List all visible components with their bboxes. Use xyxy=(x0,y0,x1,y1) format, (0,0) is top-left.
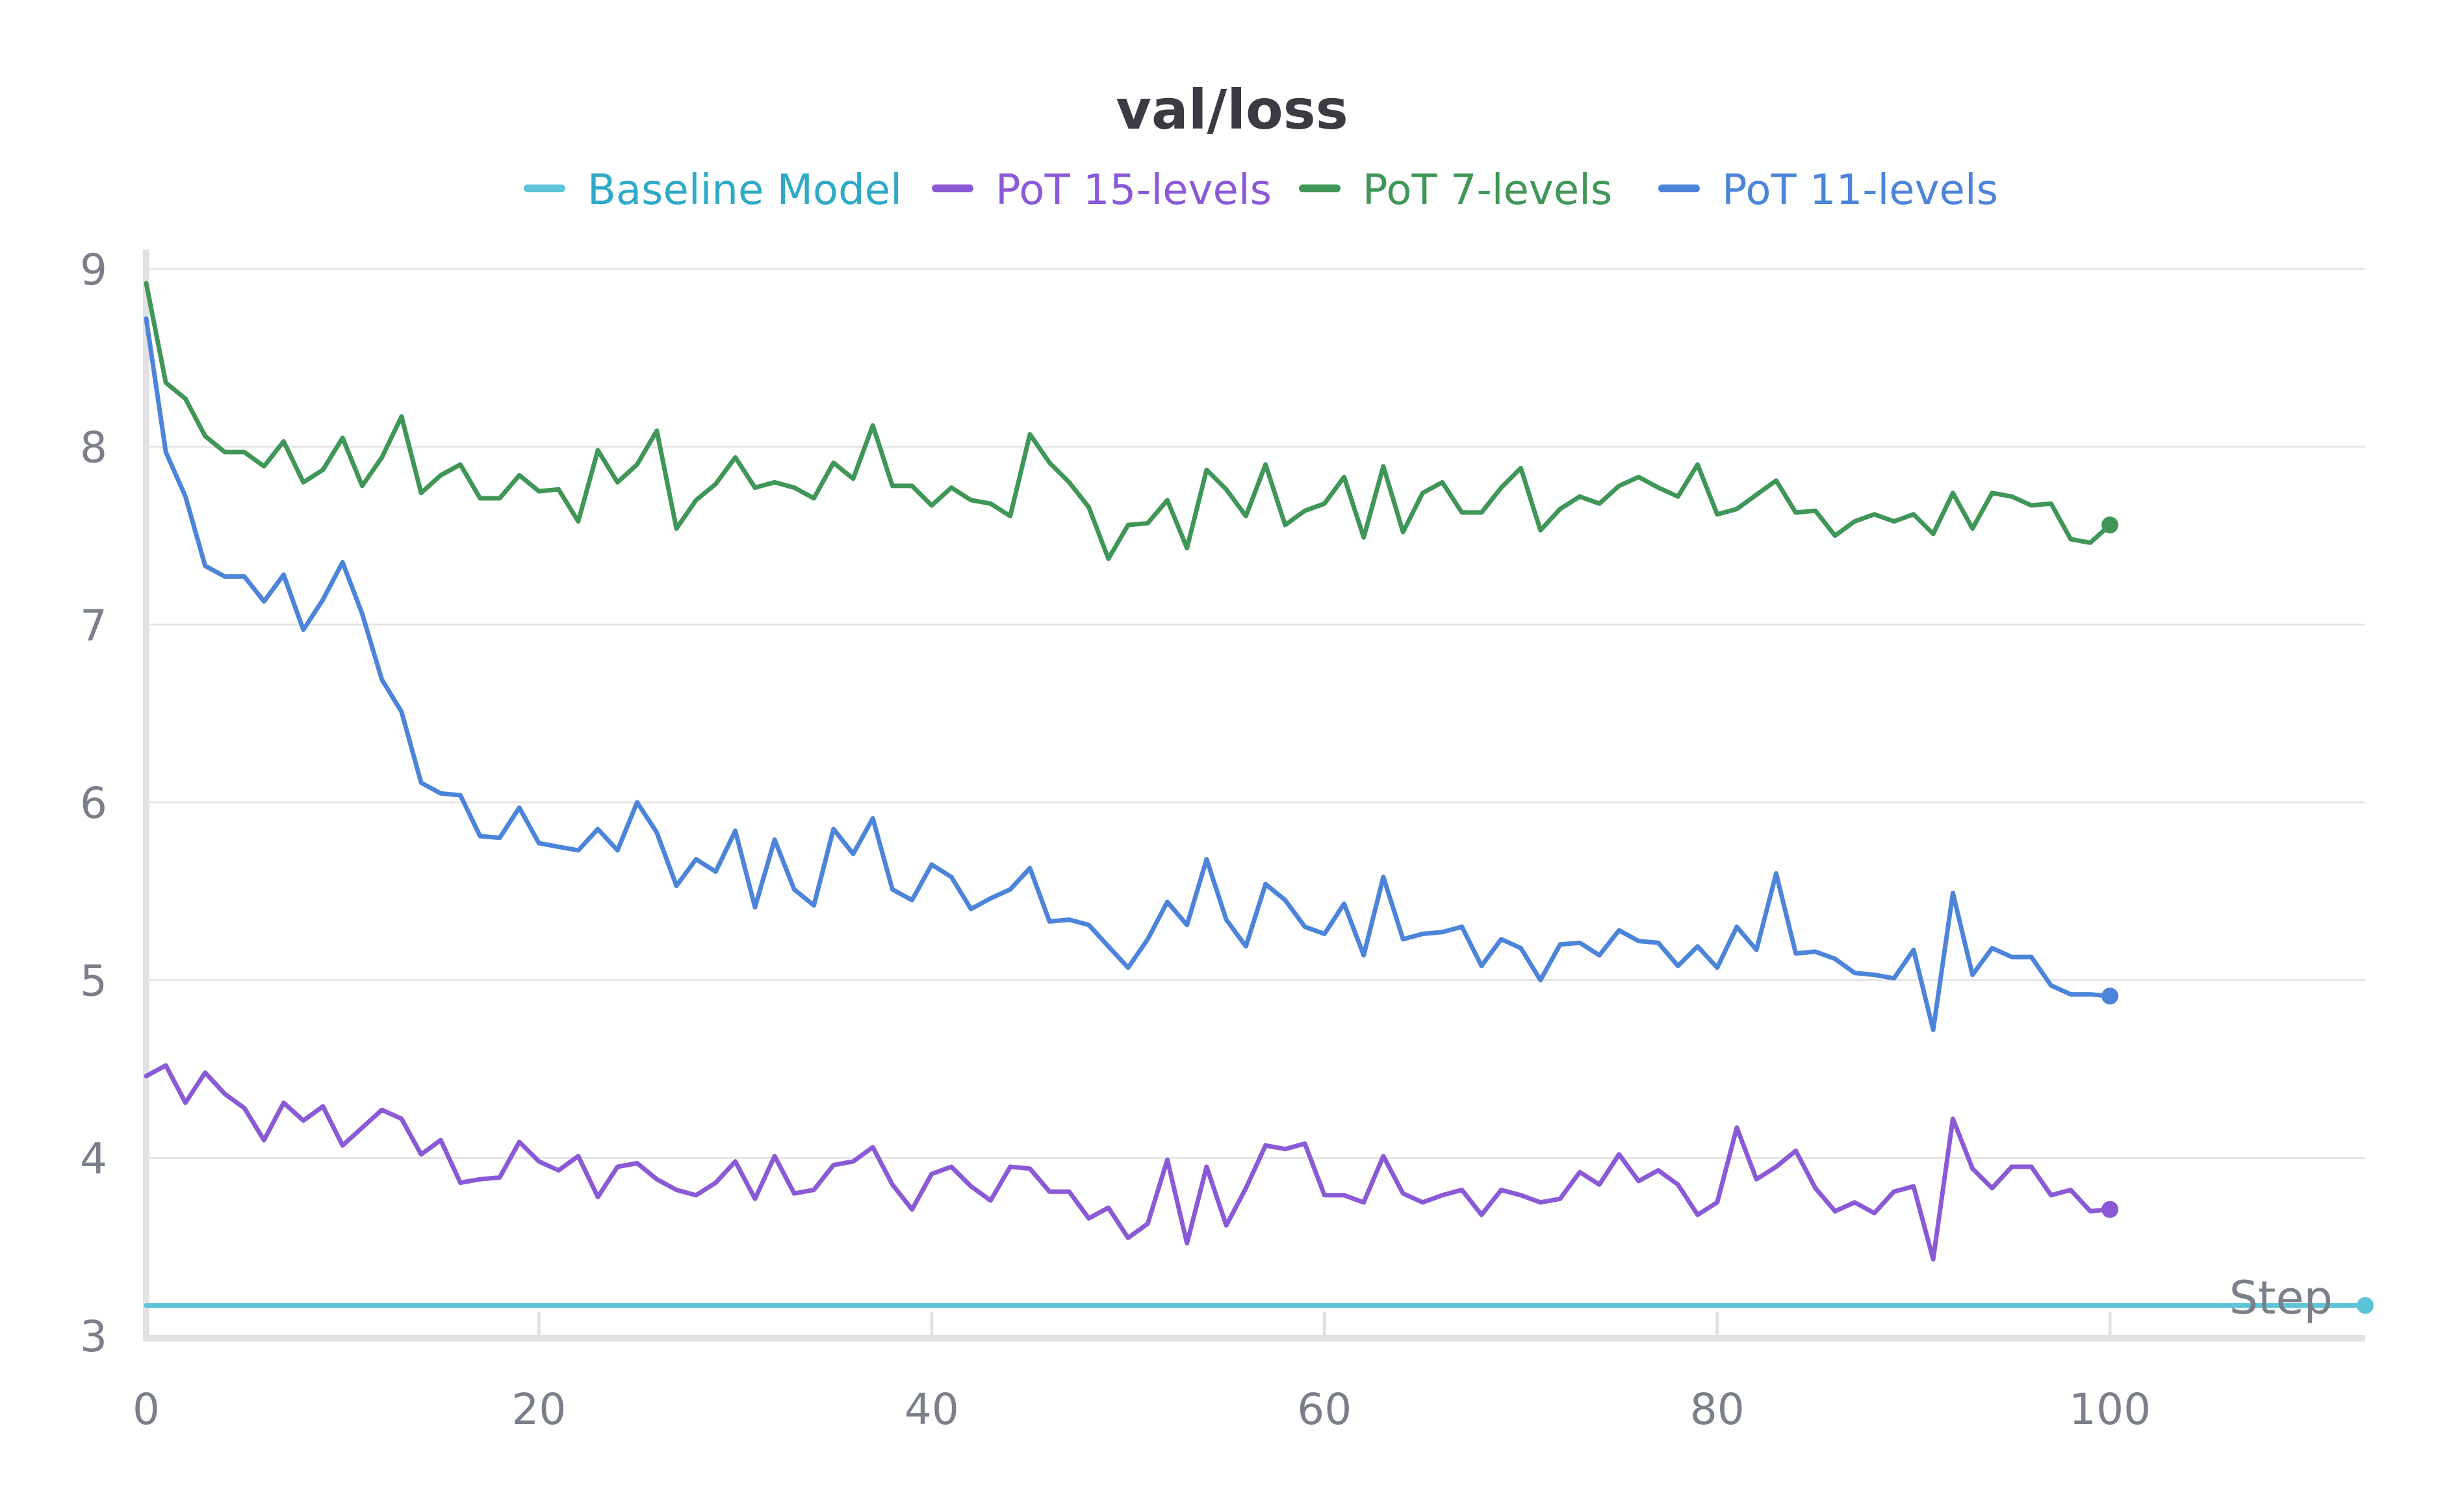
x-tick-label: 80 xyxy=(1690,1384,1745,1434)
series-endpoint-pot-7-levels[interactable] xyxy=(2101,516,2119,534)
series-lines[interactable] xyxy=(144,281,2374,1314)
series-endpoint-baseline-model[interactable] xyxy=(2357,1297,2374,1314)
legend[interactable]: Baseline Model PoT 15-levels PoT 7-levels P… xyxy=(524,166,1998,214)
y-tick-label: 4 xyxy=(80,1134,107,1184)
series-line-pot-11-levels[interactable] xyxy=(144,316,2112,1032)
series-line-pot-15-levels[interactable] xyxy=(144,1063,2112,1262)
x-tick-label: 40 xyxy=(905,1384,959,1434)
grid-lines xyxy=(146,268,2365,1159)
x-tick-label: 0 xyxy=(133,1384,160,1434)
y-tick-label: 7 xyxy=(80,600,107,650)
legend-item-baseline-model[interactable]: Baseline Model xyxy=(524,166,902,214)
legend-item-pot-11-levels[interactable]: PoT 11-levels xyxy=(1658,166,1998,214)
axes xyxy=(143,249,2365,1342)
series-endpoint-pot-11-levels[interactable] xyxy=(2101,987,2119,1005)
x-axis-ticks: 0 20 40 60 80 100 xyxy=(133,1312,2151,1434)
chart-title: val/loss xyxy=(1116,78,1348,142)
legend-label: PoT 11-levels xyxy=(1722,166,1998,214)
y-axis-ticks: 3 4 5 6 7 8 9 xyxy=(80,245,107,1362)
y-tick-label: 5 xyxy=(80,956,107,1006)
series-endpoint-pot-15-levels[interactable] xyxy=(2101,1201,2119,1218)
x-tick-label: 20 xyxy=(511,1384,566,1434)
series-line-pot-7-levels[interactable] xyxy=(144,281,2112,561)
y-tick-label: 3 xyxy=(80,1312,107,1362)
x-tick-label: 60 xyxy=(1297,1384,1352,1434)
x-axis-label: Step xyxy=(2229,1271,2333,1325)
legend-item-pot-15-levels[interactable]: PoT 15-levels xyxy=(932,166,1272,214)
legend-label: PoT 15-levels xyxy=(995,166,1272,214)
y-tick-label: 8 xyxy=(80,423,107,473)
legend-label: Baseline Model xyxy=(587,166,902,214)
x-tick-label: 100 xyxy=(2069,1384,2151,1434)
legend-item-pot-7-levels[interactable]: PoT 7-levels xyxy=(1299,166,1612,214)
legend-label: PoT 7-levels xyxy=(1363,166,1612,214)
y-tick-label: 6 xyxy=(80,778,107,828)
y-tick-label: 9 xyxy=(80,245,107,295)
